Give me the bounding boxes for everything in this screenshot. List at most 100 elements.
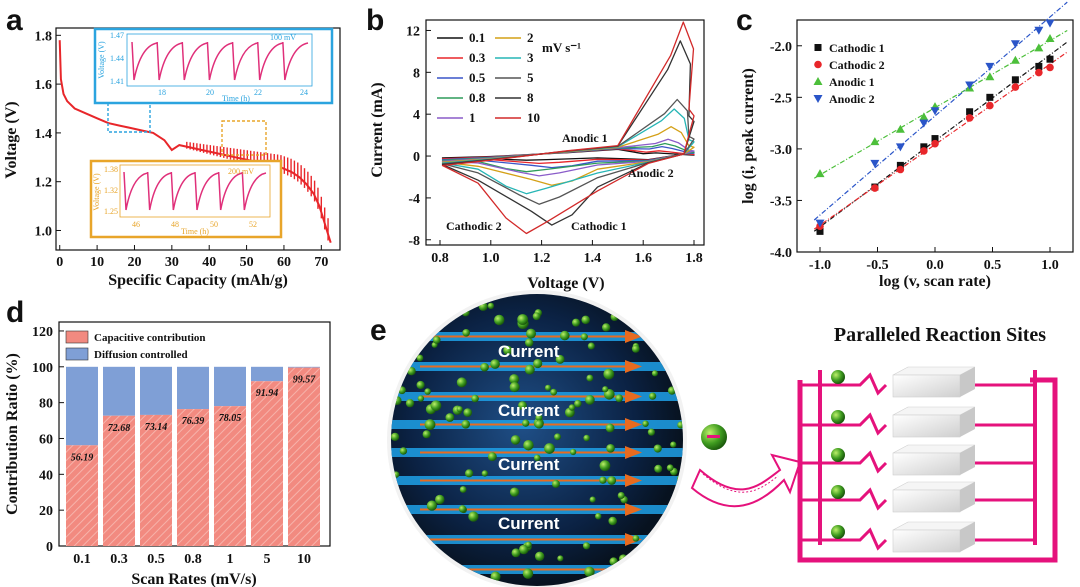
active-particle [405,399,415,408]
fit-line-anodic-1 [813,30,1068,179]
chart-d-legend: Capacitive contribution Diffusion control… [65,330,206,361]
active-particle [416,380,425,390]
inset-2-ylabel: Voltage (V) [92,173,101,211]
active-particle [583,434,590,442]
active-particle [509,487,520,497]
active-particle [570,448,577,456]
chart-b-legend: 0.1 2 0.3 3 0.5 5 0.8 8 1 10 [437,30,540,125]
active-particle [414,299,424,309]
bar-value-label: 99.57 [293,375,317,386]
active-particle [599,476,607,484]
point-cathodic-1 [896,161,904,169]
point-anodic-2 [1034,26,1044,35]
chart-d-bars: 56.19 72.68 73.14 76.39 78.05 91.94 99.57 [66,366,320,546]
active-particle [555,354,565,364]
active-particle [602,323,611,332]
inset-2-note: 200 mV [228,167,254,176]
chart-b-frame [425,19,705,246]
cv-curve-10 [441,21,695,235]
chart-c-ytick-label: -2.0 [770,40,792,55]
chart-a-xtick-label: 30 [165,255,179,270]
active-particle [581,315,590,325]
active-particle [414,558,422,566]
inset-1-note: 100 mV [270,33,296,42]
active-particle [670,441,677,448]
point-anodic-2 [815,219,825,228]
contribution-ratio-chart: 0 20 40 60 80 100 120 0.1 0.3 0.5 0.8 1 5 10 56.19 72.… [4,321,331,587]
chart-d-xlabel: Scan Rates (mV/s) [131,571,256,587]
chart-d-xtick-label: 10 [297,552,311,567]
inset-1-xtick-3: 22 [254,88,262,97]
legend-b-label: 8 [527,90,534,105]
bar-diffusion [288,366,320,368]
current-arrowhead [625,360,642,373]
point-cathodic-2 [986,101,994,110]
active-particle [532,312,541,321]
point-cathodic-1 [920,143,928,151]
ladder-rung [800,450,888,474]
current-label-4: Current [498,514,560,533]
inset-2-xtick-1: 46 [132,220,140,229]
active-particle [432,336,441,344]
active-particle [526,328,537,339]
anno-anodic-1: Anodic 1 [562,131,608,145]
chart-b-ytick-label: -8 [408,234,420,249]
point-cathodic-2 [1011,83,1020,91]
inset-2-ytick-1: 1.38 [104,165,118,174]
active-particle [642,420,649,427]
active-particle [615,394,623,403]
chart-a-ytick-label: 1.4 [35,127,53,142]
chart-d-ytick-label: 40 [39,468,53,483]
chart-d-xtick-label: 5 [264,552,271,567]
active-particle [584,566,595,578]
active-particle [585,394,595,405]
transfer-arrow [690,422,802,508]
legend-d-swatch [65,347,89,361]
point-anodic-2 [895,143,905,152]
active-particle [678,534,683,545]
active-particle [415,314,423,321]
point-cathodic-1 [931,135,939,143]
current-arrowhead [625,390,642,403]
chart-d-ytick-label: 100 [32,361,53,376]
active-particle [511,548,521,558]
legend-b-label: 0.3 [469,50,486,65]
inset-2-xtick-2: 48 [171,220,179,229]
active-particle [533,454,541,462]
active-particle [487,302,495,309]
chart-a-ytick-label: 1.6 [35,78,53,93]
chart-d-xtick-label: 0.3 [110,552,128,567]
anno-cathodic-1: Cathodic 1 [571,219,627,233]
active-particle [399,447,408,455]
bar-capacitive [103,415,135,546]
active-particle [509,374,520,385]
point-cathodic-1 [816,227,824,235]
parallel-ladder [797,366,1058,563]
active-particle [445,413,455,422]
active-particle [550,388,558,396]
active-particle [465,469,474,478]
chart-a-inset-1: Voltage (V) 1.47 1.44 1.41 18 20 22 24 T… [93,27,334,105]
active-particle [595,513,602,520]
chart-d-xtick-label: 0.5 [147,552,165,567]
chart-d-ylabel: Contribution Ratio (%) [4,353,21,515]
chart-b-xtick-label: 1.8 [685,251,703,266]
active-particle [487,452,497,462]
chart-d-xtick-label: 0.1 [73,552,91,567]
chart-c-ytick-label: -4.0 [770,246,792,261]
chart-b-ytick-label: 4 [413,108,420,123]
active-particle [586,374,594,382]
point-anodic-2 [870,159,880,168]
active-particle [554,433,561,441]
active-particle [605,423,615,433]
active-particle [425,549,435,559]
active-particle [603,368,615,380]
chart-a-xtick-label: 20 [127,255,141,270]
chart-b-ytick-label: -4 [408,192,420,207]
voltage-capacity-chart: 0 10 20 30 40 50 60 70 1.0 1.2 1.4 1.6 1.8 Specific … [3,27,341,289]
chart-c-ytick-label: -3.5 [770,194,792,209]
active-particle [424,388,431,395]
current-arrowhead [625,474,642,487]
chart-a-discharge-curve [58,40,332,243]
